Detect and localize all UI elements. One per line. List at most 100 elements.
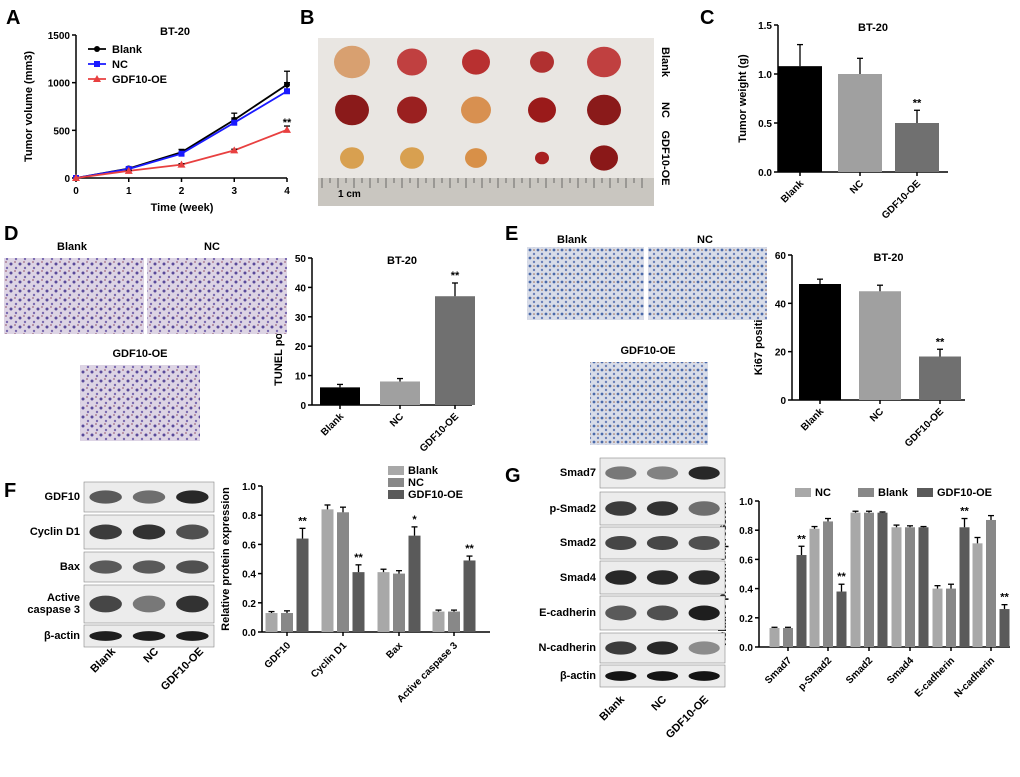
x-tick-label: GDF10-OE [903, 406, 946, 449]
blot-row-label: Cyclin D1 [29, 526, 80, 538]
bar-GDF10-OE [895, 123, 939, 172]
blot-band [605, 671, 637, 681]
bar-GDF10-OE-Cyclin D1 [352, 572, 365, 632]
data-point [231, 119, 238, 126]
blot-row-label-box: Active caspase 3 [27, 592, 80, 616]
y-tick-label: 1.5 [758, 21, 772, 32]
y-tick-label: 0 [64, 174, 70, 185]
legend-swatch [858, 488, 874, 497]
legend-label: NC [112, 59, 128, 71]
blot-row-label: N-cadherin [538, 642, 596, 654]
bar-NC-E-cadherin [932, 588, 943, 647]
bar-NC-Active caspase 3 [448, 611, 460, 632]
data-point [177, 160, 186, 168]
legend-swatch [388, 478, 404, 487]
bar-Blank-Active caspase 3 [432, 611, 445, 632]
legend-label: NC [408, 477, 424, 489]
x-tick-label: NC [388, 411, 406, 429]
y-tick-label: 0.8 [739, 526, 753, 537]
data-point [283, 125, 291, 133]
tumor-specimen [397, 96, 427, 124]
bar-Blank-N-cadherin [986, 519, 996, 647]
blot-band [646, 641, 679, 655]
y-tick-label: 0.0 [758, 168, 772, 179]
blot-band [605, 641, 637, 655]
bar-GDF10-OE-GDF10 [296, 538, 309, 632]
row-label: GDF10-OE [659, 130, 671, 185]
tumor-specimen [465, 148, 487, 168]
bar-GDF10-OE-Smad7 [796, 555, 807, 647]
tumor-specimen [335, 94, 369, 126]
blot-row-label-box: N-cadherin [538, 642, 596, 654]
bar-Blank-E-cadherin [946, 588, 956, 647]
x-tick-label: E-cadherin [913, 655, 957, 699]
y-tick-label: 0.0 [739, 643, 753, 654]
blot-row-label: E-cadherin [539, 607, 596, 619]
blot-band [132, 631, 166, 641]
y-tick-label: 0.2 [739, 614, 753, 625]
x-tick-label: 2 [179, 186, 185, 197]
panel-label-C: C [700, 7, 714, 29]
significance-mark: ** [354, 552, 363, 564]
chart-title: BT-20 [874, 252, 904, 264]
tumor-specimen [528, 97, 556, 123]
tumor-specimen [334, 45, 370, 79]
blot-band [132, 560, 166, 574]
ihc-micrograph [4, 258, 144, 334]
y-tick-label: 0.4 [739, 585, 753, 596]
legend-label: GDF10-OE [937, 487, 992, 499]
blot-band [176, 595, 209, 613]
panel-label-E: E [505, 223, 518, 245]
y-tick-label: 0.0 [242, 628, 256, 639]
y-tick-label: 30 [295, 313, 307, 324]
data-point [124, 166, 133, 174]
x-tick-label: NC [848, 178, 866, 196]
x-tick-label: 4 [284, 186, 290, 197]
blot-band [605, 535, 637, 551]
blot-band [688, 671, 720, 681]
x-tick-label: Cyclin D1 [309, 640, 349, 680]
blot-row-label: Active caspase 3 [27, 592, 80, 616]
blot-row-label: Smad2 [559, 537, 596, 549]
blot-row-label: Smad4 [559, 571, 596, 584]
y-tick-label: 20 [775, 348, 787, 359]
y-axis-label: Tumor volume (mm3) [23, 51, 35, 162]
blot-band [646, 570, 679, 585]
tumor-specimen [461, 96, 491, 124]
data-point [72, 174, 80, 181]
blot-band [89, 595, 122, 613]
y-axis-label: Tumor weight (g) [737, 54, 749, 143]
blot-band [688, 535, 720, 551]
blot-band [646, 671, 679, 681]
y-tick-label: 0.8 [242, 511, 256, 522]
lane-label: Blank [88, 645, 118, 675]
legend-label: Blank [408, 465, 439, 477]
y-tick-label: 20 [295, 342, 307, 353]
bar-NC-Cyclin D1 [337, 512, 349, 632]
significance-mark: * [412, 514, 417, 526]
x-tick-label: Active caspase 3 [395, 640, 460, 705]
blot-row-label: GDF10 [44, 491, 80, 503]
bar-NC-Bax [393, 573, 405, 632]
blot-band [688, 501, 720, 516]
blot-row-label: Bax [59, 561, 80, 573]
tumor-specimen [587, 46, 621, 78]
x-tick-label: Smad4 [885, 655, 916, 686]
blot-row-label-box: E-cadherin [539, 607, 596, 619]
blot-row-label-box: Smad2 [559, 537, 596, 549]
bar-GDF10-OE-Bax [408, 535, 421, 632]
bar-Blank [799, 284, 841, 400]
tumor-specimen [462, 49, 490, 75]
blot-row-label-box: Cyclin D1 [29, 526, 80, 538]
x-tick-label: Smad2 [844, 655, 875, 686]
lane-label: GDF10-OE [664, 694, 711, 741]
x-tick-label: Bax [384, 640, 405, 661]
tumor-photo [318, 38, 654, 206]
blot-band [176, 560, 209, 574]
x-tick-label: 1 [126, 186, 132, 197]
blot-row-label: p-Smad2 [549, 502, 596, 515]
bar-Blank-Bax [377, 572, 390, 632]
bar-NC [838, 74, 882, 172]
bar-GDF10-OE-E-cadherin [959, 527, 970, 647]
significance-mark: ** [960, 506, 969, 518]
